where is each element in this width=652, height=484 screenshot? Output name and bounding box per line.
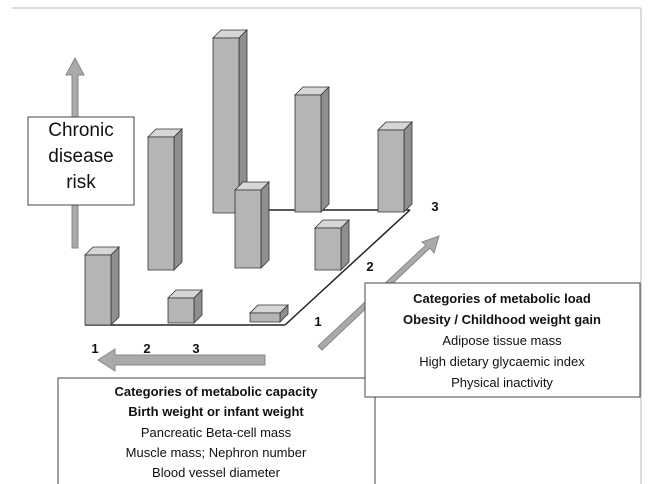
box-title: Categories of metabolic capacity	[114, 384, 318, 399]
box-item: Physical inactivity	[451, 375, 553, 390]
box-title: Categories of metabolic load	[413, 291, 591, 306]
tick: 1	[314, 314, 321, 329]
box-subtitle: Obesity / Childhood weight gain	[403, 312, 601, 327]
bar-face	[147, 136, 175, 271]
bar-face	[167, 297, 195, 324]
tick: 2	[143, 341, 150, 356]
bar-face	[234, 189, 262, 269]
box-item: Muscle mass; Nephron number	[126, 445, 307, 460]
load-box	[364, 282, 641, 398]
box-item: Blood vessel diameter	[152, 465, 281, 480]
tick: 2	[366, 259, 373, 274]
bar-face	[260, 181, 270, 269]
risk-label: disease	[48, 146, 114, 167]
bar-face	[294, 94, 322, 213]
box-item: Pancreatic Beta-cell mass	[141, 425, 292, 440]
bar-face	[403, 121, 413, 213]
bar-face	[377, 129, 405, 213]
bar-face	[110, 246, 120, 326]
bar-face	[173, 128, 183, 271]
box-item: High dietary glycaemic index	[419, 354, 585, 369]
capacity-box	[57, 377, 376, 484]
risk-label: risk	[66, 172, 96, 193]
tick: 3	[192, 341, 199, 356]
box-subtitle: Birth weight or infant weight	[128, 404, 304, 419]
bar-face	[320, 86, 330, 213]
box-item: Adipose tissue mass	[442, 333, 562, 348]
bar-face	[84, 254, 112, 326]
risk-label: Chronic	[48, 120, 113, 141]
bar-face	[340, 219, 350, 271]
tick: 3	[431, 199, 438, 214]
risk-box	[27, 116, 135, 206]
bar-face	[314, 227, 342, 271]
bars	[84, 29, 413, 326]
tick: 1	[91, 341, 98, 356]
frame	[12, 7, 642, 484]
bar-face	[212, 37, 240, 214]
bar-face	[249, 312, 281, 323]
